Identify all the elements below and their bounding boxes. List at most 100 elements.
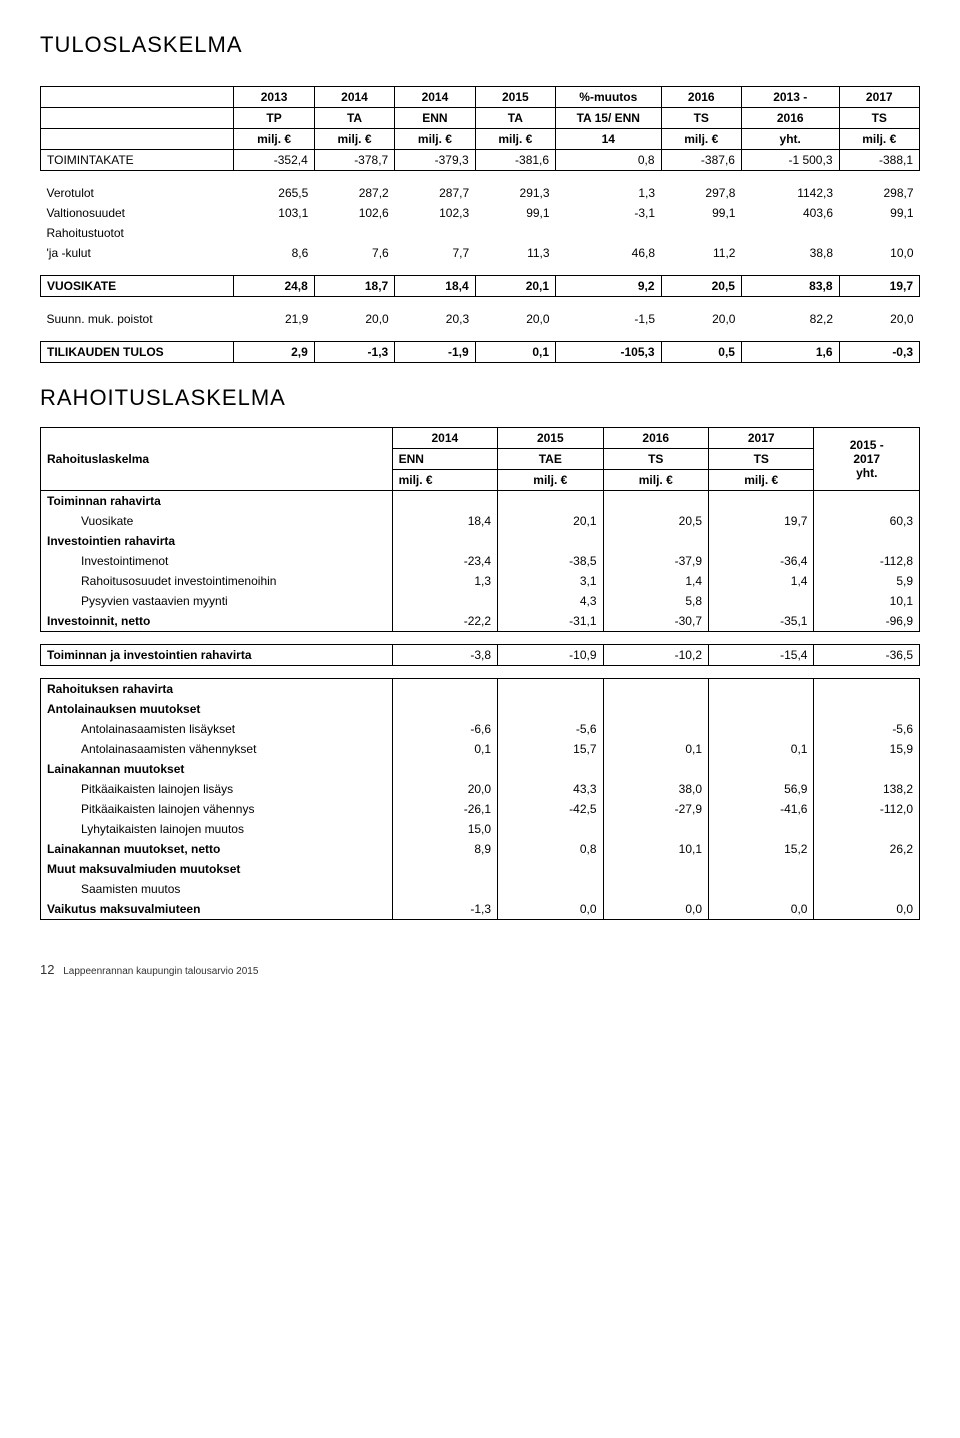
cell: 11,3 [475,243,555,263]
cell: 297,8 [661,183,741,203]
cell: 8,9 [392,839,497,859]
cell: 7,7 [395,243,475,263]
row-label: Saamisten muutos [41,879,393,899]
cell: -96,9 [814,611,920,632]
cell: -5,6 [498,719,603,739]
cell [498,859,603,879]
cell: -1,5 [556,309,661,329]
cell [709,759,814,779]
cell: 60,3 [814,511,920,531]
cell [814,491,920,512]
cell: 19,7 [839,276,920,297]
th: TS [661,108,741,129]
cell [814,879,920,899]
cell: 99,1 [475,203,555,223]
cell: -37,9 [603,551,708,571]
cell [392,879,497,899]
cell: 19,7 [709,511,814,531]
cell [603,491,708,512]
cell [603,859,708,879]
cell [498,699,603,719]
row-label: Investointien rahavirta [41,531,393,551]
th [41,108,234,129]
cell [814,859,920,879]
cell: Verotulot [41,183,234,203]
cell: 11,2 [661,243,741,263]
th: 2017 [709,428,814,449]
cell: 20,0 [475,309,555,329]
cell [395,223,475,243]
th: TS [603,449,708,470]
cell: 0,0 [498,899,603,920]
cell: 1,4 [709,571,814,591]
cell: 20,0 [661,309,741,329]
cell: 9,2 [556,276,661,297]
cell: TOIMINTAKATE [41,150,234,171]
cell: 8,6 [234,243,314,263]
row-label: Antolainasaamisten vähennykset [41,739,393,759]
cell: 15,2 [709,839,814,859]
cell: 2,9 [234,342,314,363]
cell [498,879,603,899]
cell: -0,3 [839,342,920,363]
row-label: Vuosikate [41,511,393,531]
row-label: Pitkäaikaisten lainojen vähennys [41,799,393,819]
th: milj. € [395,129,475,150]
cell: 0,5 [661,342,741,363]
th: TAE [498,449,603,470]
cell [603,531,708,551]
cell: -23,4 [392,551,497,571]
cell [709,859,814,879]
cell: Rahoitustuotot [41,223,234,243]
cell [314,223,394,243]
cell: -30,7 [603,611,708,632]
th: Rahoituslaskelma [41,428,393,491]
cell: 20,3 [395,309,475,329]
th: TA [314,108,394,129]
cell [661,223,741,243]
th: milj. € [314,129,394,150]
cell [709,491,814,512]
row-label: Muut maksuvalmiuden muutokset [41,859,393,879]
cell: -38,5 [498,551,603,571]
cell: -10,2 [603,645,708,666]
th [41,87,234,108]
th: 2013 [234,87,314,108]
cell: 103,1 [234,203,314,223]
row-label: Pitkäaikaisten lainojen lisäys [41,779,393,799]
cell: 56,9 [709,779,814,799]
cell: VUOSIKATE [41,276,234,297]
cell: 10,1 [603,839,708,859]
row-label: Lainakannan muutokset, netto [41,839,393,859]
cell: -41,6 [709,799,814,819]
th: milj. € [234,129,314,150]
cell: 138,2 [814,779,920,799]
cell: 26,2 [814,839,920,859]
cell: 20,1 [475,276,555,297]
cell: 102,3 [395,203,475,223]
cell: TILIKAUDEN TULOS [41,342,234,363]
row-label: Antolainasaamisten lisäykset [41,719,393,739]
th: milj. € [392,470,497,491]
cell: 1,3 [556,183,661,203]
tuloslaskelma-table: 2013 2014 2014 2015 %-muutos 2016 2013 -… [40,86,920,363]
cell: -379,3 [395,150,475,171]
cell: 5,9 [814,571,920,591]
cell: 0,0 [814,899,920,920]
cell: 20,0 [392,779,497,799]
th: 2015 -2017yht. [814,428,920,491]
th: TS [839,108,920,129]
row-label: Lyhytaikaisten lainojen muutos [41,819,393,839]
th [41,129,234,150]
cell [392,591,497,611]
th: ENN [395,108,475,129]
cell: 82,2 [741,309,839,329]
cell [498,679,603,700]
cell [392,679,497,700]
cell [814,699,920,719]
th: TS [709,449,814,470]
row-label: Vaikutus maksuvalmiuteen [41,899,393,920]
cell [234,223,314,243]
th: TA [475,108,555,129]
cell [839,223,920,243]
